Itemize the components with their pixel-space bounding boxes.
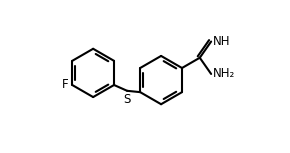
Text: S: S — [124, 93, 131, 106]
Text: NH: NH — [213, 35, 231, 48]
Text: NH₂: NH₂ — [213, 67, 235, 80]
Text: F: F — [62, 78, 68, 91]
